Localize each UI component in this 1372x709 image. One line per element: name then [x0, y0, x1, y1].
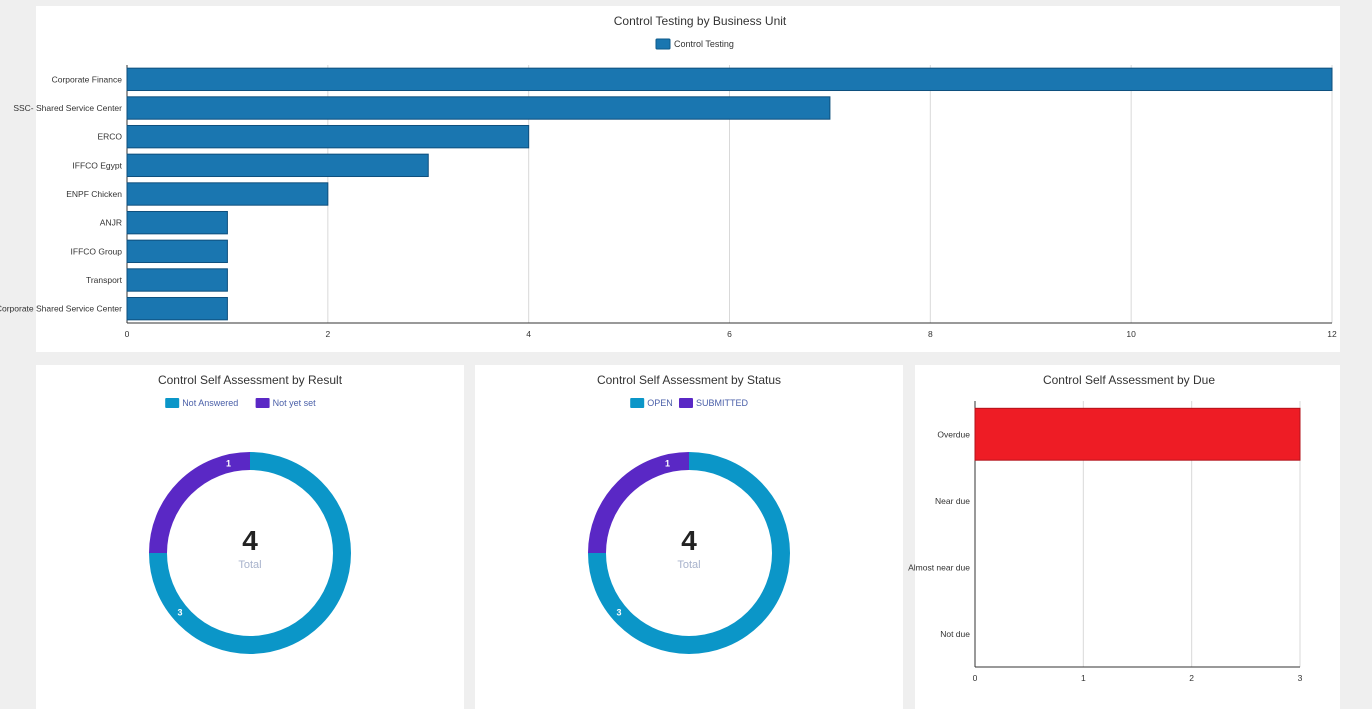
legend-label: Not yet set: [273, 398, 317, 408]
result-donut-chart: Control Self Assessment by Result Not An…: [149, 373, 351, 654]
due-bar-chart: Control Self Assessment by Due Overdue Ne…: [908, 373, 1303, 683]
x-tick-label: 12: [1327, 329, 1337, 339]
x-tick-label: 2: [325, 329, 330, 339]
donut-total-value: 4: [242, 525, 258, 556]
category-label: Corporate Shared Service Center: [0, 304, 122, 314]
legend-label: OPEN: [647, 398, 673, 408]
bar[interactable]: [126, 182, 329, 206]
bar[interactable]: [126, 296, 228, 321]
x-tick-label: 3: [1298, 673, 1303, 683]
category-label: IFFCO Egypt: [72, 160, 122, 170]
bar[interactable]: [126, 268, 228, 292]
chart-title: Control Self Assessment by Result: [158, 373, 343, 387]
x-tick-label: 2: [1189, 673, 1194, 683]
category-label: ENPF Chicken: [66, 189, 122, 199]
result-donut-panel: Control Self Assessment by Result Not An…: [36, 365, 464, 709]
bar[interactable]: [126, 239, 228, 264]
x-tick-label: 8: [928, 329, 933, 339]
legend-swatch: [655, 38, 671, 50]
category-label: Overdue: [937, 429, 970, 439]
donut-slice[interactable]: [588, 452, 690, 554]
status-donut-panel: Control Self Assessment by Status OPEN SU…: [475, 365, 903, 709]
donut-slice[interactable]: [149, 452, 351, 654]
legend-label: Control Testing: [674, 39, 734, 49]
donut-total-label: Total: [677, 559, 700, 571]
due-chart-panel: Control Self Assessment by Due Overdue Ne…: [908, 365, 1340, 709]
donut-total-label: Total: [238, 559, 261, 571]
bar[interactable]: [126, 67, 1333, 92]
chart-legend[interactable]: Not Answered Not yet set: [165, 398, 316, 408]
bar[interactable]: [126, 210, 228, 235]
category-label: SSC- Shared Service Center: [13, 103, 122, 113]
bar[interactable]: [126, 153, 429, 178]
donut-total-value: 4: [681, 525, 697, 556]
legend-swatch: [165, 398, 180, 408]
slice-value-label: 1: [226, 459, 231, 469]
bar[interactable]: [974, 407, 1301, 461]
legend-swatch: [255, 398, 270, 408]
legend-label: Not Answered: [182, 398, 238, 408]
donut-slice[interactable]: [588, 452, 790, 654]
category-label: Near due: [935, 496, 970, 506]
bar[interactable]: [126, 96, 831, 120]
category-label: Corporate Finance: [52, 74, 123, 84]
control-testing-panel: Control Testing by Business Unit Control…: [0, 6, 1340, 352]
bar[interactable]: [126, 124, 530, 149]
slice-value-label: 3: [178, 608, 183, 618]
category-label: ANJR: [100, 218, 122, 228]
x-tick-label: 10: [1126, 329, 1136, 339]
category-label: Transport: [86, 275, 123, 285]
control-testing-chart: Control Testing by Business Unit Control…: [0, 14, 1337, 339]
chart-title: Control Self Assessment by Status: [597, 373, 781, 387]
category-label: ERCO: [97, 132, 122, 142]
legend-swatch: [679, 398, 693, 408]
slice-value-label: 3: [617, 608, 622, 618]
x-tick-label: 4: [526, 329, 531, 339]
category-label: Almost near due: [908, 562, 970, 572]
x-tick-label: 6: [727, 329, 732, 339]
legend-swatch: [630, 398, 645, 408]
x-tick-label: 1: [1081, 673, 1086, 683]
legend-label: SUBMITTED: [696, 398, 749, 408]
x-tick-label: 0: [973, 673, 978, 683]
slice-value-label: 1: [665, 459, 670, 469]
category-label: Not due: [940, 629, 970, 639]
chart-title: Control Testing by Business Unit: [614, 14, 787, 28]
chart-title: Control Self Assessment by Due: [1043, 373, 1215, 387]
chart-legend[interactable]: Control Testing: [655, 38, 734, 50]
category-label: IFFCO Group: [71, 246, 123, 256]
status-donut-chart: Control Self Assessment by Status OPEN SU…: [588, 373, 790, 654]
x-tick-label: 0: [125, 329, 130, 339]
donut-slice[interactable]: [149, 452, 251, 554]
chart-legend[interactable]: OPEN SUBMITTED: [630, 398, 749, 408]
